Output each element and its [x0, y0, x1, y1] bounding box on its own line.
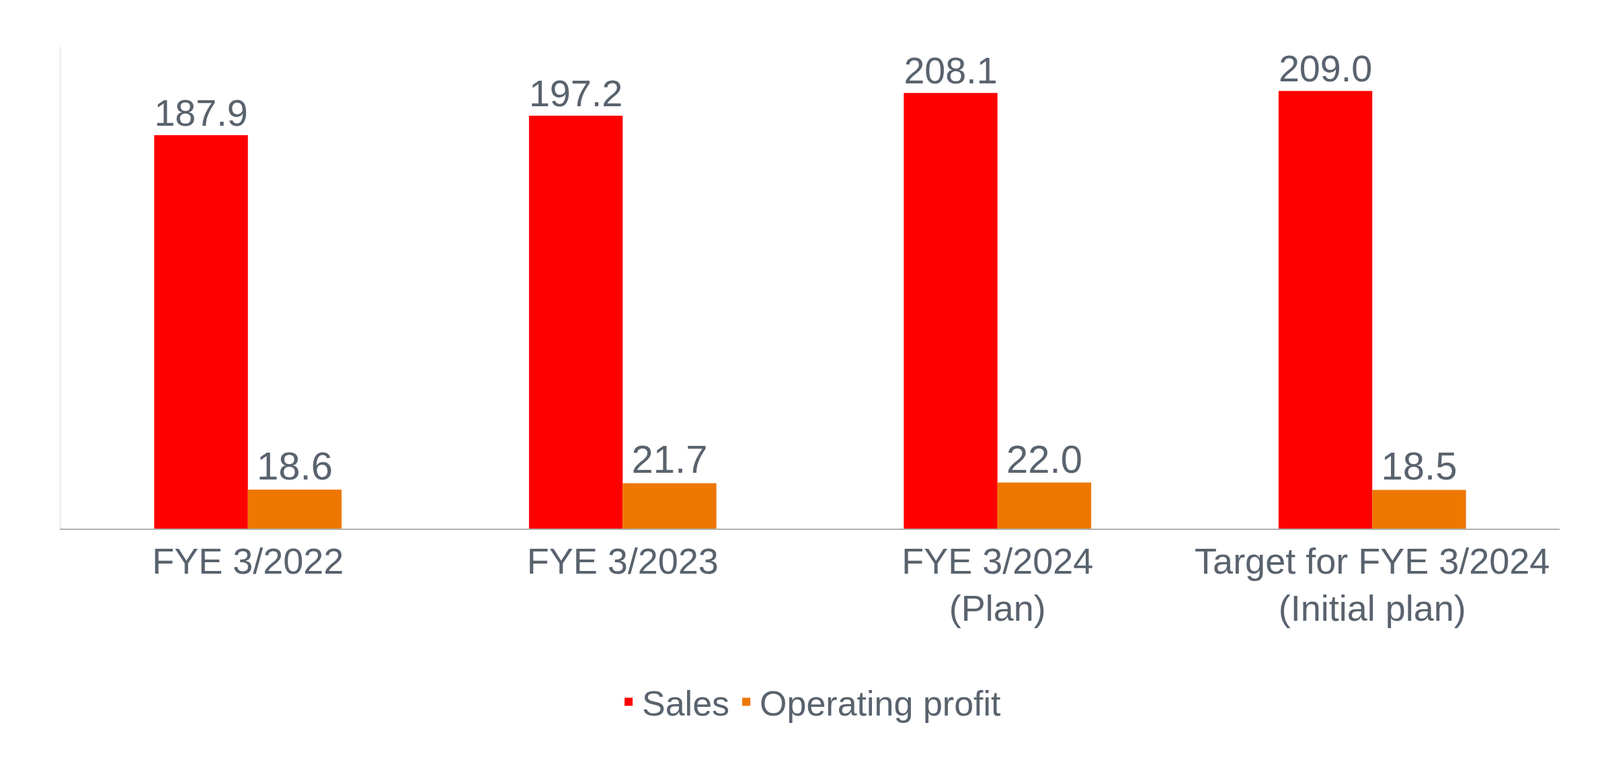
svg-text:FYE 3/2023: FYE 3/2023	[527, 540, 719, 581]
svg-text:FYE 3/2022: FYE 3/2022	[151, 540, 344, 581]
svg-text:22.0: 22.0	[1006, 436, 1083, 481]
svg-text:Sales: Sales	[642, 683, 730, 723]
svg-text:18.5: 18.5	[1380, 443, 1457, 488]
svg-text:187.9: 187.9	[153, 92, 248, 134]
svg-text:FYE 3/2024(Plan): FYE 3/2024(Plan)	[901, 540, 1094, 628]
svg-text:209.0: 209.0	[1278, 47, 1373, 90]
svg-text:208.1: 208.1	[903, 49, 997, 92]
svg-text:18.6: 18.6	[256, 443, 333, 488]
svg-text:21.7: 21.7	[631, 436, 708, 481]
svg-text:197.2: 197.2	[529, 72, 623, 115]
svg-text:Target for FYE 3/2024(Initial: Target for FYE 3/2024(Initial plan)	[1194, 540, 1550, 628]
svg-text:Operating profit: Operating profit	[759, 683, 1002, 723]
